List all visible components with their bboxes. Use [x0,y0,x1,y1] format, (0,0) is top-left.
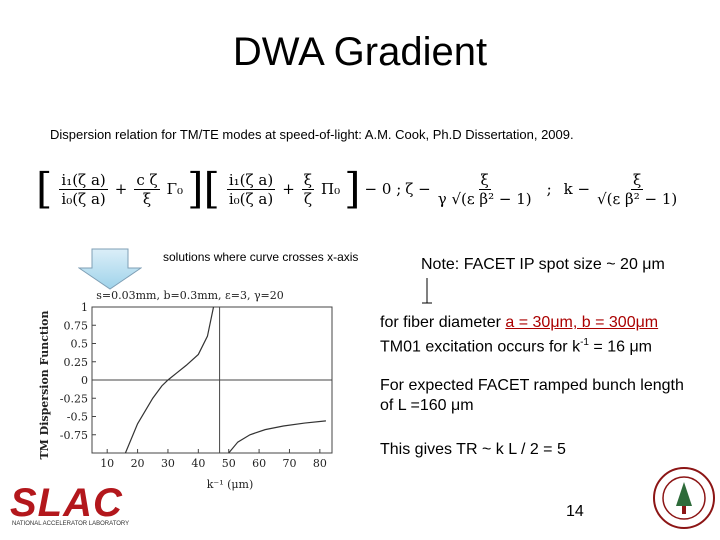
x-label: k⁻¹ (μm) [207,478,254,491]
tr-text: This gives TR ~ k L / 2 = 5 [380,441,566,458]
y-tick-label: 0.5 [71,338,89,351]
y-label: TM Dispersion Function [38,310,51,459]
x-tick-label: 30 [161,457,175,470]
bracket: ][ [187,164,220,213]
den: i₀(ζ a) [228,189,274,208]
note-arrow [422,278,432,304]
tm01-line: TM01 excitation occurs for k-1 = 16 μm [380,333,652,357]
num: ξ [478,170,491,190]
x-tick-label: 70 [282,457,296,470]
den: √(ε β² − 1) [597,189,678,208]
y-tick-label: 0 [81,374,88,387]
op: ζ − [405,180,431,198]
op: + [114,180,128,198]
plot: s=0.03mm, b=0.3mm, ε=3, γ=20 k⁻¹ (μm) TM… [38,289,333,491]
page-number: 14 [566,503,584,520]
fraction: i₁(ζ a) i₀(ζ a) [226,170,276,208]
curve [228,420,326,454]
y-tick-label: 0.75 [64,319,89,332]
x-tick-label: 60 [252,457,266,470]
y-tick-label: -0.5 [67,411,88,424]
text: for fiber diameter [380,314,506,331]
down-arrow [78,248,142,290]
sup: -1 [580,337,589,348]
den: γ √(ε β² − 1) [437,189,532,208]
y-tick-label: -0.25 [60,392,88,405]
solutions-note: solutions where curve crosses x-axis [163,250,359,264]
symbol: Γ₀ [166,180,184,198]
bracket: [ [36,164,53,213]
num: i₁(ζ a) [226,170,276,190]
den: ζ [303,189,312,208]
op: − 0 ; [364,180,402,198]
x-tick-label: 20 [131,457,145,470]
slide-title: DWA Gradient [232,30,488,74]
num: i₁(ζ a) [59,170,108,190]
y-tick-label: 0.25 [64,356,89,369]
num: ξ [301,170,315,190]
text: TM01 excitation occurs for k [380,338,581,356]
y-tick-label: 1 [81,301,88,314]
fiber-line: for fiber diameter a = 30μm, b = 300μm [380,313,658,333]
num: c ζ [134,170,160,190]
curve [124,306,215,454]
x-tick-label: 40 [191,457,205,470]
y-tick-label: -0.75 [60,429,88,442]
den: i₀(ζ a) [61,189,106,208]
logo: SLAC [10,481,123,525]
op: + [282,180,295,198]
num: ξ [631,170,644,190]
bracket: ] [344,164,361,213]
logo-tagline: NATIONAL ACCELERATOR LABORATORY [12,521,130,527]
plot-title: s=0.03mm, b=0.3mm, ε=3, γ=20 [96,289,284,302]
x-tick-label: 50 [222,457,236,470]
facet-note: Note: FACET IP spot size ~ 20 μm [421,256,665,273]
fraction: i₁(ζ a) i₀(ζ a) [59,170,108,208]
fraction: ξ √(ε β² − 1) [597,171,677,208]
text: = 16 μm [588,338,653,356]
seal [653,467,715,529]
symbol: Π₀ [321,180,341,198]
op: k − [563,180,591,198]
bunch-text: For expected FACET ramped bunch length o… [380,377,684,414]
op: ; [546,180,552,198]
x-tick-label: 80 [313,457,327,470]
den: ξ [142,189,152,208]
x-tick-label: 10 [100,457,114,470]
subtitle: Dispersion relation for TM/TE modes at s… [50,127,574,142]
dims: a = 30μm, b = 300μm [505,314,659,331]
